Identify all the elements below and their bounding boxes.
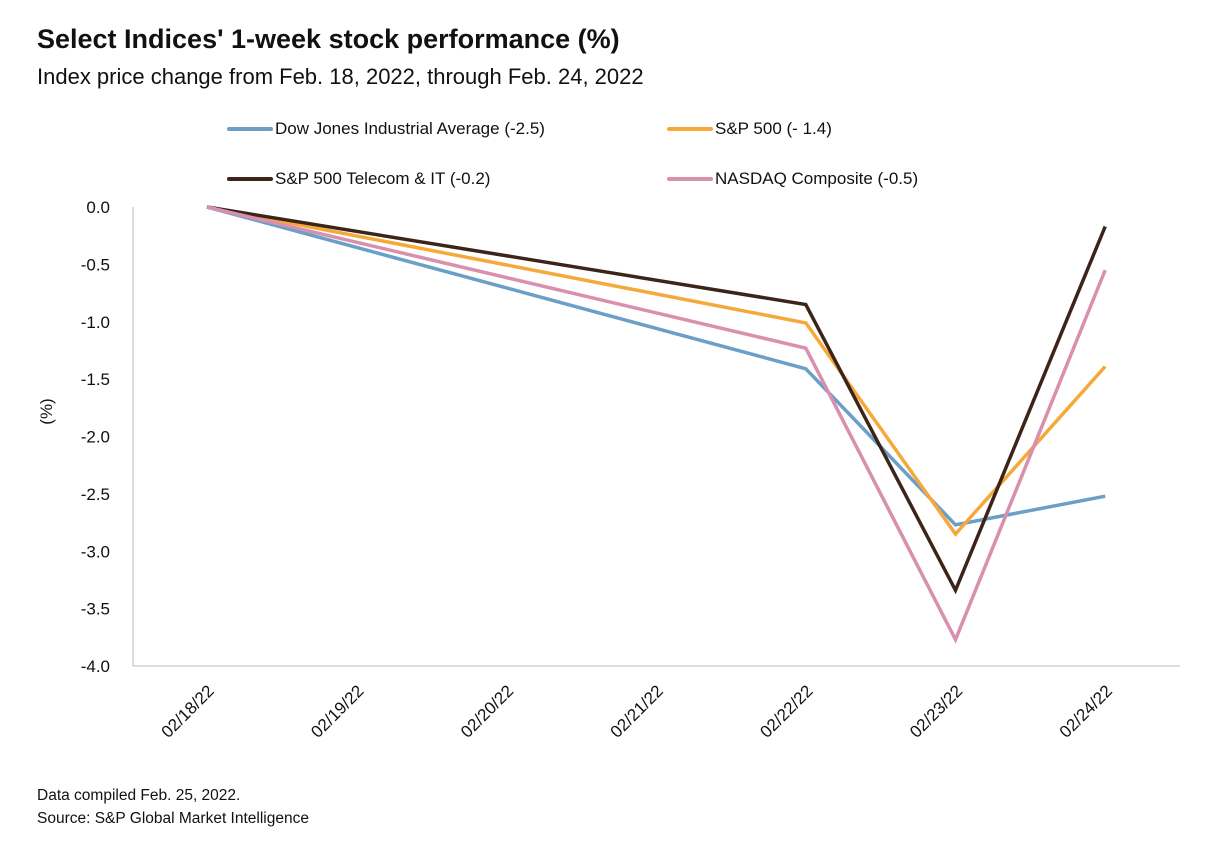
legend-label: S&P 500 Telecom & IT (-0.2) bbox=[275, 169, 491, 188]
legend-label: S&P 500 (- 1.4) bbox=[715, 119, 832, 138]
x-tick-label: 02/20/22 bbox=[457, 681, 517, 741]
source-note: Source: S&P Global Market Intelligence bbox=[37, 810, 309, 827]
x-tick-label: 02/22/22 bbox=[756, 681, 816, 741]
legend-item-sp500: S&P 500 (- 1.4) bbox=[667, 119, 832, 139]
series-line-3 bbox=[206, 205, 1107, 644]
x-tick-label: 02/23/22 bbox=[906, 681, 966, 741]
series-line-2 bbox=[206, 205, 1107, 595]
y-tick-label: -3.0 bbox=[81, 542, 110, 561]
legend-label: NASDAQ Composite (-0.5) bbox=[715, 169, 919, 188]
chart-title: Select Indices' 1-week stock performance… bbox=[37, 24, 620, 54]
x-tick-label: 02/21/22 bbox=[607, 681, 667, 741]
chart-subtitle: Index price change from Feb. 18, 2022, t… bbox=[37, 64, 644, 89]
legend-item-telecom-it: S&P 500 Telecom & IT (-0.2) bbox=[227, 169, 490, 189]
legend-item-nasdaq: NASDAQ Composite (-0.5) bbox=[667, 169, 918, 189]
legend-swatch bbox=[667, 127, 713, 131]
y-tick-label: -1.5 bbox=[81, 370, 110, 389]
y-tick-label: -1.0 bbox=[81, 313, 110, 332]
data-compiled-note: Data compiled Feb. 25, 2022. bbox=[37, 787, 241, 804]
y-tick-label: -2.0 bbox=[81, 428, 110, 447]
y-axis-label: (%) bbox=[37, 398, 56, 424]
legend-swatch bbox=[227, 127, 273, 131]
legend-item-dow: Dow Jones Industrial Average (-2.5) bbox=[227, 119, 545, 139]
x-tick-label: 02/18/22 bbox=[158, 681, 218, 741]
footer-note: Data compiled Feb. 25, 2022. Source: S&P… bbox=[37, 784, 309, 830]
x-tick-label: 02/19/22 bbox=[307, 681, 367, 741]
y-tick-label: 0.0 bbox=[86, 198, 110, 217]
y-tick-label: -2.5 bbox=[81, 485, 110, 504]
y-tick-label: -3.5 bbox=[81, 600, 110, 619]
series-line-1 bbox=[206, 205, 1107, 537]
legend-swatch bbox=[227, 177, 273, 181]
legend-swatch bbox=[667, 177, 713, 181]
y-tick-label: -0.5 bbox=[81, 255, 110, 274]
x-tick-label: 02/24/22 bbox=[1056, 681, 1116, 741]
legend-label: Dow Jones Industrial Average (-2.5) bbox=[275, 119, 545, 138]
series-line-0 bbox=[206, 205, 1106, 527]
y-tick-label: -4.0 bbox=[81, 657, 110, 676]
